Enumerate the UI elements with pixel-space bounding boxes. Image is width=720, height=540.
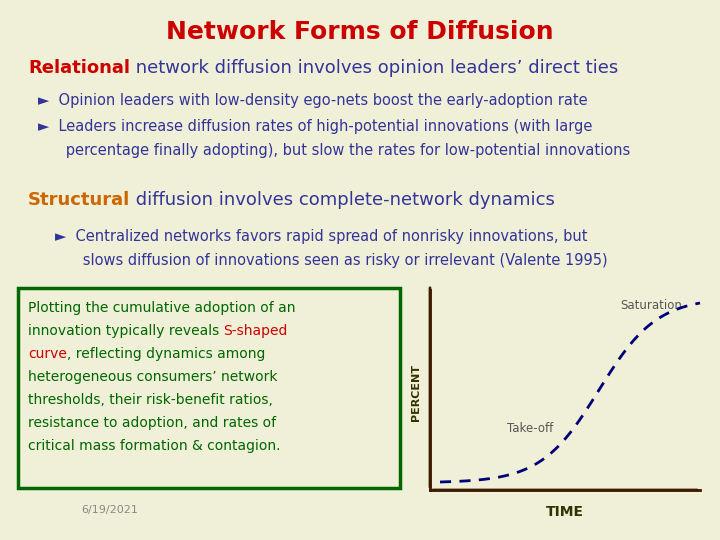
Text: Saturation: Saturation	[621, 299, 683, 312]
Text: curve: curve	[28, 347, 67, 361]
Text: critical mass formation & contagion.: critical mass formation & contagion.	[28, 439, 281, 453]
Text: Plotting the cumulative adoption of an: Plotting the cumulative adoption of an	[28, 301, 295, 315]
Text: PERCENT: PERCENT	[411, 364, 421, 421]
Text: resistance to adoption, and rates of: resistance to adoption, and rates of	[28, 416, 276, 430]
Text: ►  Leaders increase diffusion rates of high-potential innovations (with large: ► Leaders increase diffusion rates of hi…	[38, 119, 593, 134]
Text: Network Forms of Diffusion: Network Forms of Diffusion	[166, 20, 554, 44]
Text: thresholds, their risk-benefit ratios,: thresholds, their risk-benefit ratios,	[28, 393, 273, 407]
Text: network diffusion involves opinion leaders’ direct ties: network diffusion involves opinion leade…	[130, 59, 618, 77]
Text: innovation typically reveals: innovation typically reveals	[28, 324, 224, 338]
Text: S-shaped: S-shaped	[224, 324, 288, 338]
FancyBboxPatch shape	[18, 288, 400, 488]
Text: slows diffusion of innovations seen as risky or irrelevant (Valente 1995): slows diffusion of innovations seen as r…	[55, 253, 608, 267]
Text: , reflecting dynamics among: , reflecting dynamics among	[67, 347, 265, 361]
Text: 6/19/2021: 6/19/2021	[81, 505, 138, 515]
Text: diffusion involves complete-network dynamics: diffusion involves complete-network dyna…	[130, 191, 555, 209]
Text: Take-off: Take-off	[507, 422, 553, 435]
Text: Structural: Structural	[28, 191, 130, 209]
Text: ►  Opinion leaders with low-density ego-nets boost the early-adoption rate: ► Opinion leaders with low-density ego-n…	[38, 92, 588, 107]
Text: percentage finally adopting), but slow the rates for low-potential innovations: percentage finally adopting), but slow t…	[38, 143, 630, 158]
Text: ►  Centralized networks favors rapid spread of nonrisky innovations, but: ► Centralized networks favors rapid spre…	[55, 230, 588, 245]
Text: heterogeneous consumers’ network: heterogeneous consumers’ network	[28, 370, 277, 384]
Text: Relational: Relational	[28, 59, 130, 77]
Text: TIME: TIME	[546, 505, 584, 519]
